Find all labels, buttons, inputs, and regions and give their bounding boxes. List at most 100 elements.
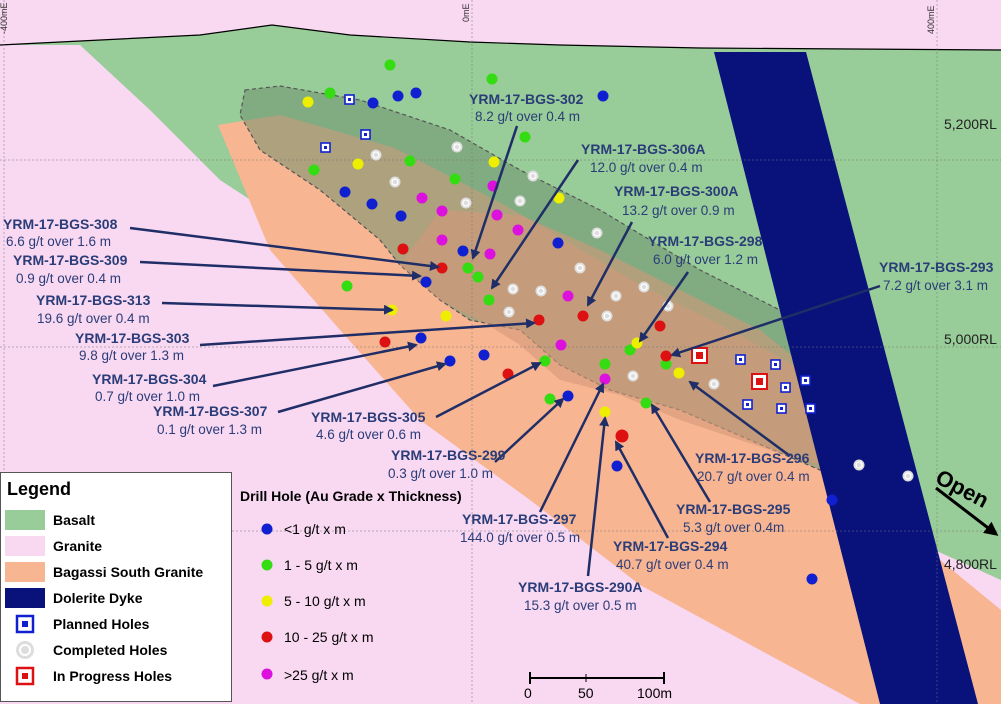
completed-hole-icon xyxy=(507,283,519,295)
callout-299: YRM-17-BGS-299 0.3 g/t over 1.0 m xyxy=(388,447,506,481)
callout-306a: YRM-17-BGS-306A 12.0 g/t over 0.4 m xyxy=(581,141,705,175)
planned-holes xyxy=(320,94,816,414)
hole-green xyxy=(486,73,498,85)
callout-grade: 144.0 g/t over 0.5 m xyxy=(460,530,580,545)
legend-label: Completed Holes xyxy=(53,642,168,658)
scale-label-50: 50 xyxy=(578,685,594,701)
hole-blue xyxy=(395,210,407,222)
callout-grade: 5.3 g/t over 0.4m xyxy=(683,520,784,535)
planned-hole-icon xyxy=(800,375,811,386)
hole-green xyxy=(483,294,495,306)
hole-red xyxy=(615,429,629,443)
completed-hole-icon xyxy=(591,227,603,239)
hole-magenta xyxy=(599,373,611,385)
callout-grade: 15.3 g/t over 0.5 m xyxy=(524,598,637,613)
completed-hole-icon xyxy=(389,176,401,188)
completed-holes xyxy=(370,141,914,482)
completed-hole-icon xyxy=(503,306,515,318)
legend-item-in-progress-holes: In Progress Holes xyxy=(5,664,229,688)
callout-grade: 6.0 g/t over 1.2 m xyxy=(653,252,758,267)
grade-swatch-red xyxy=(261,631,273,643)
completed-hole-icon xyxy=(514,195,526,207)
callout-grade: 40.7 g/t over 0.4 m xyxy=(616,557,729,572)
callout-title: YRM-17-BGS-294 xyxy=(613,538,728,554)
bagassi-granite-swatch xyxy=(5,562,45,582)
completed-hole-icon xyxy=(370,149,382,161)
callout-title: YRM-17-BGS-295 xyxy=(676,501,791,517)
easting-label-west: -400mE xyxy=(0,2,9,34)
legend-label: Basalt xyxy=(53,512,96,528)
legend-item-completed-holes: Completed Holes xyxy=(5,638,229,662)
completed-hole-icon xyxy=(574,262,586,274)
hole-magenta xyxy=(562,290,574,302)
callout-title: YRM-17-BGS-290A xyxy=(518,579,642,595)
completed-hole-icon xyxy=(853,459,865,471)
callout-title: YRM-17-BGS-299 xyxy=(391,447,506,463)
callout-grade: 9.8 g/t over 1.3 m xyxy=(79,348,184,363)
planned-hole-icon xyxy=(360,129,371,140)
hole-green xyxy=(599,358,611,370)
grade-label: 1 - 5 g/t x m xyxy=(284,557,358,573)
hole-magenta xyxy=(436,234,448,246)
callout-294: YRM-17-BGS-294 40.7 g/t over 0.4 m xyxy=(613,538,729,572)
hole-blue xyxy=(552,237,564,249)
scale-bar: 0 50 100m xyxy=(524,672,672,701)
completed-hole-icon xyxy=(610,290,622,302)
hole-magenta xyxy=(555,339,567,351)
grade-swatch-magenta xyxy=(261,668,273,680)
hole-yellow xyxy=(302,96,314,108)
granite-swatch xyxy=(5,536,45,556)
hole-green xyxy=(341,280,353,292)
completed-hole-icon xyxy=(527,170,539,182)
callout-307: YRM-17-BGS-307 0.1 g/t over 1.3 m xyxy=(153,403,268,437)
completed-hole-icon xyxy=(708,378,720,390)
scale-label-100: 100m xyxy=(637,685,672,701)
hole-magenta xyxy=(484,248,496,260)
legend-label: In Progress Holes xyxy=(53,668,173,684)
callout-title: YRM-17-BGS-313 xyxy=(36,292,151,308)
rl-label-5000: 5,000RL xyxy=(944,331,997,347)
easting-label-east: 400mE xyxy=(926,5,936,34)
planned-hole-icon xyxy=(344,94,355,105)
hole-blue xyxy=(420,276,432,288)
planned-hole-icon xyxy=(780,382,791,393)
hole-green xyxy=(404,155,416,167)
legend-item-dolerite-dyke: Dolerite Dyke xyxy=(5,586,229,610)
hole-magenta xyxy=(491,209,503,221)
callout-290a: YRM-17-BGS-290A 15.3 g/t over 0.5 m xyxy=(518,579,642,613)
callout-grade: 0.7 g/t over 1.0 m xyxy=(95,389,200,404)
callout-grade: 7.2 g/t over 3.1 m xyxy=(883,278,988,293)
hole-blue xyxy=(367,97,379,109)
hole-green xyxy=(472,271,484,283)
completed-hole-icon xyxy=(902,470,914,482)
hole-magenta xyxy=(436,205,448,217)
callout-title: YRM-17-BGS-303 xyxy=(75,330,190,346)
callout-grade: 8.2 g/t over 0.4 m xyxy=(475,109,580,124)
scale-label-0: 0 xyxy=(524,685,532,701)
open-arrow xyxy=(935,486,999,536)
hole-red xyxy=(533,314,545,326)
callout-grade: 19.6 g/t over 0.4 m xyxy=(37,311,150,326)
hole-green xyxy=(519,131,531,143)
hole-blue xyxy=(457,245,469,257)
grade-label: <1 g/t x m xyxy=(284,521,346,537)
hole-blue xyxy=(826,494,838,506)
completed-hole-icon xyxy=(627,370,639,382)
callout-313: YRM-17-BGS-313 19.6 g/t over 0.4 m xyxy=(36,292,151,326)
planned-hole-icon xyxy=(5,614,45,634)
callout-grade: 6.6 g/t over 1.6 m xyxy=(6,234,111,249)
hole-red xyxy=(397,243,409,255)
hole-green xyxy=(539,355,551,367)
completed-hole-icon xyxy=(638,281,650,293)
hole-yellow xyxy=(440,310,452,322)
grade-swatch-yellow xyxy=(261,595,273,607)
hole-red xyxy=(502,368,514,380)
grade-label: >25 g/t x m xyxy=(284,667,354,683)
callout-grade: 0.3 g/t over 1.0 m xyxy=(388,466,493,481)
legend-label: Planned Holes xyxy=(53,616,150,632)
hole-blue xyxy=(415,332,427,344)
hole-green xyxy=(384,59,396,71)
hole-blue xyxy=(444,355,456,367)
